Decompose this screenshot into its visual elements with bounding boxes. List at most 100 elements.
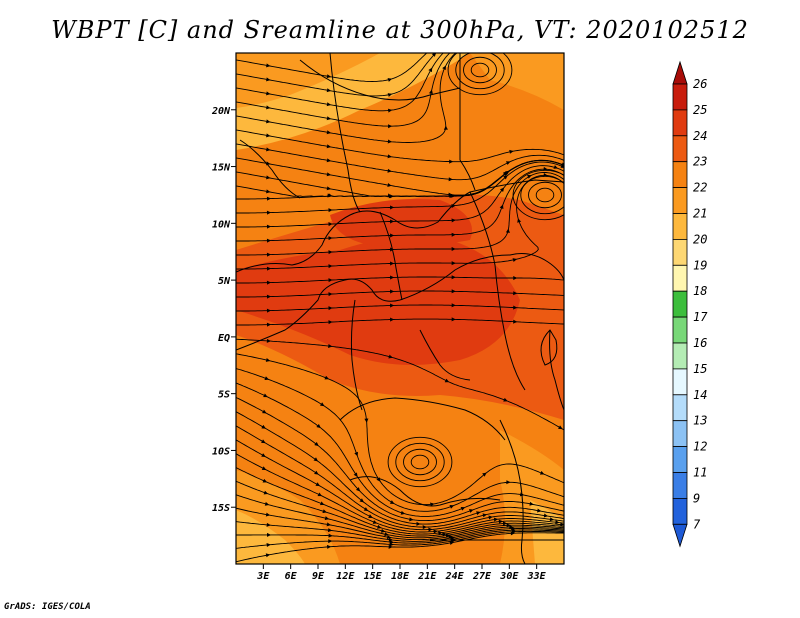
- streamline-arrow: [328, 278, 333, 283]
- lon-tick-label: 30E: [499, 571, 519, 582]
- vortex-ring: [403, 448, 437, 476]
- streamline-arrow: [442, 65, 446, 70]
- streamline-arrow: [451, 275, 456, 280]
- streamline-arrow: [328, 320, 333, 325]
- colorbar-label: 22: [693, 181, 707, 195]
- streamline-arrow: [390, 500, 395, 504]
- colorbar-label: 11: [693, 466, 707, 480]
- lake-victoria: [540, 329, 558, 366]
- streamline-arrow: [448, 177, 453, 182]
- colorbar-swatch: [672, 497, 688, 525]
- streamline-arrow: [451, 193, 456, 198]
- streamline: [236, 480, 564, 537]
- streamline-arrow: [500, 187, 505, 192]
- vortex-ring: [447, 53, 513, 96]
- colorbar-swatch: [672, 264, 688, 292]
- streamline-arrow: [558, 425, 563, 430]
- streamline-arrow: [262, 409, 267, 414]
- colorbar-label: 16: [693, 336, 707, 350]
- country-border: [549, 329, 564, 411]
- streamline-arrow: [326, 116, 332, 121]
- country-border: [350, 299, 363, 411]
- streamline-arrow: [266, 189, 271, 194]
- colorbar-label: 19: [693, 258, 707, 272]
- streamline: [236, 367, 564, 512]
- streamline-arrow: [482, 513, 488, 518]
- grads-credit: GrADS: IGES/COLA: [4, 602, 91, 612]
- streamline-arrow: [387, 183, 392, 187]
- streamline-arrow: [389, 219, 395, 224]
- streamline: [236, 165, 564, 228]
- streamline-arrow: [328, 533, 333, 538]
- streamline-arrow: [389, 194, 395, 199]
- streamline-arrow: [266, 196, 272, 201]
- vortex-ring: [463, 56, 497, 84]
- streamline-arrow: [261, 453, 266, 457]
- streamline-arrow: [377, 524, 382, 529]
- streamline-arrow: [328, 250, 333, 255]
- streamline-arrow: [503, 175, 508, 180]
- streamline-arrow: [326, 158, 332, 163]
- streamline-arrow: [428, 67, 433, 72]
- colorbar-swatch: [672, 161, 688, 188]
- streamline-arrow: [553, 165, 559, 169]
- map-axes: 20N 15N 10N 5N EQ 5S 10S 15S 3E 6E 9E 12E 15E 18E 21E 2…: [211, 106, 547, 582]
- colorbar-swatch: [672, 420, 688, 448]
- streamline: [236, 467, 564, 535]
- colorbar-label: 23: [693, 155, 707, 169]
- streamline-arrow: [326, 544, 332, 549]
- country-border: [299, 59, 461, 101]
- streamline-arrow: [422, 525, 427, 530]
- streamline-arrow: [326, 144, 332, 149]
- streamline-arrow: [320, 501, 325, 506]
- streamline-arrow: [389, 542, 394, 547]
- streamline-arrow: [264, 376, 270, 381]
- streamline-arrow: [328, 539, 333, 544]
- streamline-arrow: [326, 102, 332, 107]
- streamline: [236, 174, 564, 270]
- streamline-arrow: [438, 531, 443, 536]
- streamline-arrow: [266, 266, 272, 271]
- streamline-arrow: [400, 510, 406, 515]
- streamline-arrow: [266, 338, 272, 343]
- streamline-arrow: [328, 193, 333, 198]
- streamline-arrow: [389, 303, 395, 308]
- streamline-arrow: [512, 258, 518, 262]
- streamline-arrow: [389, 261, 395, 266]
- streamline-arrow: [328, 236, 333, 241]
- lat-tick-label: 10N: [212, 219, 231, 230]
- colorbar-label: 17: [693, 310, 708, 324]
- colorbar-label: 15: [693, 362, 707, 376]
- colorbar-label: 12: [693, 440, 707, 454]
- streamline-arrow: [326, 88, 332, 93]
- streamline-arrow: [444, 378, 450, 383]
- streamline-arrow: [449, 505, 455, 509]
- vortex-ring: [470, 62, 490, 78]
- lat-tick-label: 15S: [212, 503, 230, 514]
- streamline-arrow: [326, 130, 332, 135]
- country-border: [419, 329, 471, 381]
- streamline-arrow: [326, 172, 332, 177]
- colorbar-label: 7: [693, 517, 701, 531]
- streamline-arrow: [263, 393, 268, 398]
- streamline-arrow: [386, 535, 392, 540]
- colorbar-swatch: [672, 238, 688, 266]
- vortex-ring: [520, 175, 564, 215]
- colorbar-label: 20: [693, 232, 707, 246]
- colorbar-swatch: [672, 316, 688, 344]
- vortex-ring: [512, 169, 564, 221]
- streamline-arrow: [460, 507, 466, 511]
- streamline-arrow: [353, 472, 358, 478]
- streamline-arrow: [356, 487, 361, 492]
- streamline-arrow: [266, 280, 272, 285]
- country-border: [349, 476, 501, 507]
- vortex-ring: [395, 442, 445, 482]
- lon-tick-label: 33E: [527, 571, 547, 582]
- streamline-arrow: [543, 513, 549, 518]
- streamline-arrow: [509, 149, 514, 154]
- streamline-arrow: [529, 501, 534, 506]
- lon-tick-label: 21E: [417, 571, 437, 582]
- lat-tick-label: 10S: [212, 446, 230, 457]
- streamline-arrow: [266, 308, 272, 313]
- colorbar-top-arrow: [672, 60, 688, 85]
